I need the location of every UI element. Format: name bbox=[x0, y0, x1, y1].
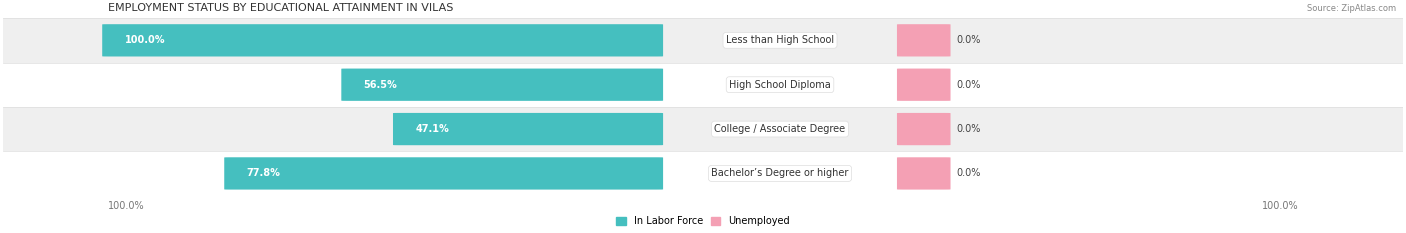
FancyBboxPatch shape bbox=[897, 69, 950, 101]
FancyBboxPatch shape bbox=[3, 107, 1403, 151]
Text: 100.0%: 100.0% bbox=[1261, 201, 1298, 211]
FancyBboxPatch shape bbox=[394, 113, 664, 145]
Text: 77.8%: 77.8% bbox=[246, 168, 281, 178]
Text: 47.1%: 47.1% bbox=[415, 124, 449, 134]
FancyBboxPatch shape bbox=[897, 113, 950, 145]
Text: 0.0%: 0.0% bbox=[956, 124, 980, 134]
FancyBboxPatch shape bbox=[342, 69, 664, 101]
FancyBboxPatch shape bbox=[224, 157, 664, 190]
FancyBboxPatch shape bbox=[3, 62, 1403, 107]
Text: College / Associate Degree: College / Associate Degree bbox=[714, 124, 845, 134]
Legend: In Labor Force, Unemployed: In Labor Force, Unemployed bbox=[612, 212, 794, 230]
FancyBboxPatch shape bbox=[897, 157, 950, 190]
Text: 100.0%: 100.0% bbox=[108, 201, 145, 211]
Text: Bachelor’s Degree or higher: Bachelor’s Degree or higher bbox=[711, 168, 849, 178]
FancyBboxPatch shape bbox=[3, 18, 1403, 62]
Text: Source: ZipAtlas.com: Source: ZipAtlas.com bbox=[1308, 4, 1396, 13]
FancyBboxPatch shape bbox=[103, 24, 664, 56]
Text: EMPLOYMENT STATUS BY EDUCATIONAL ATTAINMENT IN VILAS: EMPLOYMENT STATUS BY EDUCATIONAL ATTAINM… bbox=[108, 3, 453, 13]
FancyBboxPatch shape bbox=[3, 151, 1403, 196]
Text: 56.5%: 56.5% bbox=[364, 80, 398, 90]
Text: High School Diploma: High School Diploma bbox=[730, 80, 831, 90]
Text: 100.0%: 100.0% bbox=[125, 35, 165, 45]
Text: 0.0%: 0.0% bbox=[956, 35, 980, 45]
Text: 0.0%: 0.0% bbox=[956, 80, 980, 90]
Text: Less than High School: Less than High School bbox=[725, 35, 834, 45]
FancyBboxPatch shape bbox=[897, 24, 950, 56]
Text: 0.0%: 0.0% bbox=[956, 168, 980, 178]
